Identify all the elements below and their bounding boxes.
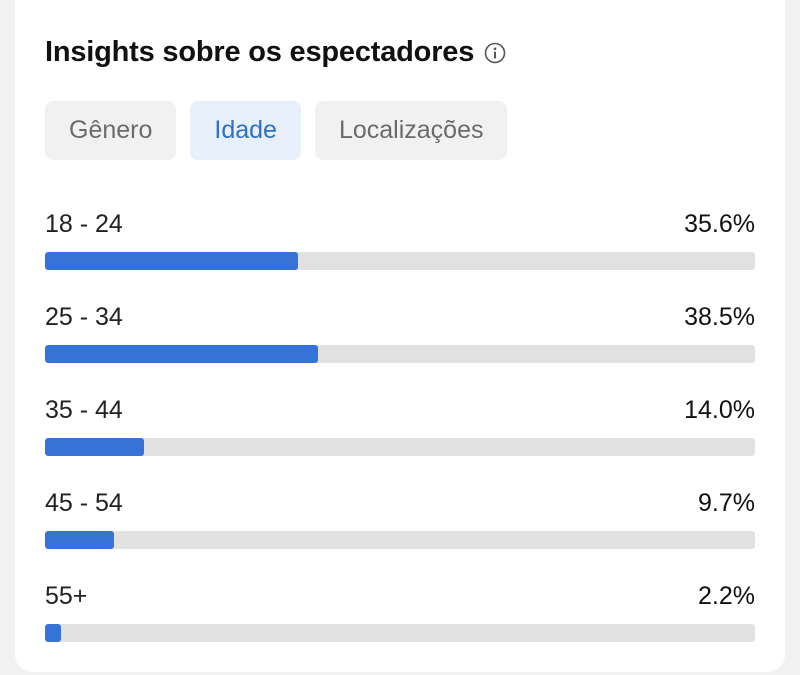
age-row: 55+ 2.2% [45, 582, 755, 675]
viewer-insights-card: Insights sobre os espectadores Gênero Id… [15, 0, 785, 672]
tab-bar: Gênero Idade Localizações [45, 101, 521, 160]
age-breakdown-list: 18 - 24 35.6% 25 - 34 38.5% 35 - 44 14.0… [45, 210, 755, 675]
progress-track [45, 345, 755, 363]
age-percent-value: 38.5% [684, 303, 755, 331]
age-row: 18 - 24 35.6% [45, 210, 755, 303]
card-header: Insights sobre os espectadores [45, 36, 506, 69]
age-range-label: 35 - 44 [45, 396, 123, 424]
age-percent-value: 9.7% [698, 489, 755, 517]
age-percent-value: 35.6% [684, 210, 755, 238]
progress-track [45, 624, 755, 642]
tab-label: Localizações [338, 116, 484, 144]
progress-fill [45, 252, 298, 270]
progress-fill [45, 438, 145, 456]
age-percent-value: 2.2% [698, 582, 755, 610]
progress-fill [45, 624, 61, 642]
info-icon[interactable] [484, 42, 506, 64]
age-range-label: 18 - 24 [45, 210, 123, 238]
age-row: 25 - 34 38.5% [45, 303, 755, 396]
progress-track [45, 531, 755, 549]
age-range-label: 55+ [45, 582, 88, 610]
age-percent-value: 14.0% [684, 396, 755, 424]
age-row: 35 - 44 14.0% [45, 396, 755, 489]
tab-idade[interactable]: Idade [190, 101, 301, 160]
card-title: Insights sobre os espectadores [45, 36, 475, 68]
tab-label: Idade [214, 116, 277, 144]
tab-localizacoes[interactable]: Localizações [314, 101, 508, 160]
progress-fill [45, 345, 319, 363]
progress-track [45, 252, 755, 270]
age-range-label: 45 - 54 [45, 489, 123, 517]
tab-label: Gênero [69, 116, 153, 144]
age-range-label: 25 - 34 [45, 303, 123, 331]
age-row: 45 - 54 9.7% [45, 489, 755, 582]
progress-track [45, 438, 755, 456]
progress-fill [45, 531, 114, 549]
tab-genero[interactable]: Gênero [45, 101, 177, 160]
